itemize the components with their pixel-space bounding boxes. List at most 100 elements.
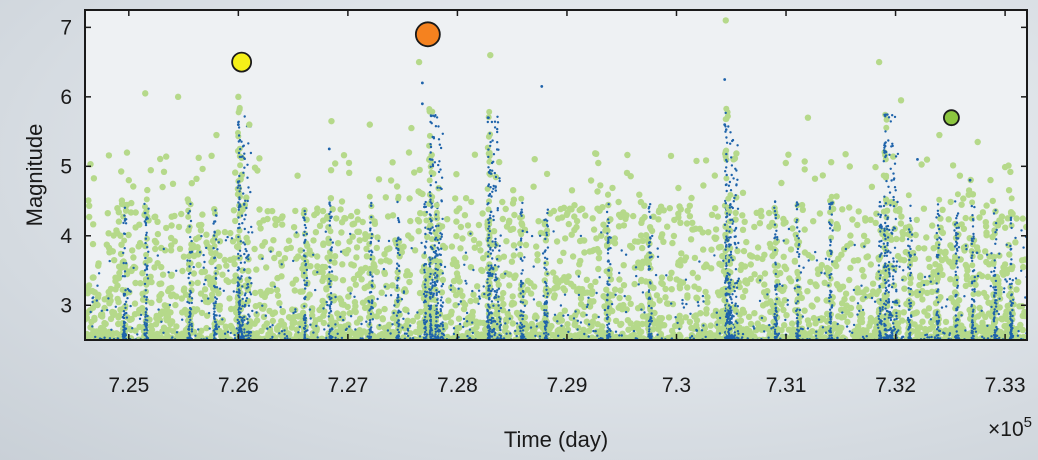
blue-point	[145, 273, 149, 276]
blue-point	[431, 164, 435, 168]
green-point	[778, 301, 785, 308]
blue-point	[487, 284, 490, 288]
green-point	[611, 235, 618, 242]
blue-point	[243, 252, 246, 256]
blue-point	[734, 167, 737, 170]
green-point	[455, 315, 463, 322]
blue-point	[606, 330, 609, 333]
green-point	[253, 311, 260, 318]
blue-point	[489, 172, 492, 175]
green-point	[658, 279, 665, 287]
green-point	[702, 157, 710, 164]
green-point	[962, 214, 969, 222]
green-point	[309, 312, 316, 319]
green-point	[524, 286, 531, 293]
blue-point	[434, 276, 437, 279]
green-point	[256, 206, 263, 213]
green-point	[232, 169, 239, 176]
green-point	[290, 224, 298, 231]
blue-point	[491, 169, 494, 172]
green-point	[195, 222, 203, 229]
blue-point	[545, 223, 549, 227]
green-point	[787, 278, 795, 285]
blue-point	[328, 328, 332, 331]
green-point	[864, 253, 872, 260]
blue-point	[424, 232, 427, 236]
green-point	[261, 323, 268, 330]
blue-point	[520, 323, 524, 326]
blue-point	[496, 141, 499, 144]
green-point	[438, 289, 446, 296]
green-point	[267, 246, 275, 253]
green-point	[550, 294, 558, 301]
blue-point	[213, 284, 216, 288]
blue-point	[369, 227, 372, 230]
green-point	[289, 320, 296, 327]
green-point	[637, 232, 645, 239]
blue-point	[734, 302, 737, 305]
blue-point	[434, 333, 437, 336]
blue-point	[214, 209, 217, 212]
blue-point	[122, 251, 125, 255]
green-point	[598, 232, 605, 239]
blue-point	[369, 312, 373, 316]
green-point	[778, 179, 785, 187]
blue-point	[494, 186, 497, 189]
blue-point	[493, 279, 496, 282]
blue-point	[424, 279, 427, 282]
green-point	[587, 282, 594, 290]
green-point	[765, 209, 773, 217]
green-point	[596, 249, 603, 256]
blue-point	[423, 203, 426, 206]
blue-point	[395, 267, 399, 270]
green-point	[787, 246, 795, 253]
blue-point	[370, 215, 373, 219]
blue-point	[243, 152, 246, 155]
blue-point	[425, 240, 428, 243]
blue-point	[123, 328, 127, 331]
green-point	[363, 253, 371, 260]
blue-point	[434, 324, 437, 327]
green-point	[833, 281, 841, 288]
blue-point	[521, 289, 525, 293]
green-point	[535, 300, 543, 308]
blue-point	[494, 293, 498, 297]
green-point	[755, 323, 763, 331]
blue-point	[733, 235, 736, 238]
blue-point	[437, 125, 440, 128]
blue-point	[243, 328, 246, 331]
blue-point	[144, 211, 147, 215]
blue-point	[239, 277, 242, 280]
green-point	[582, 212, 589, 219]
green-point	[117, 232, 124, 239]
green-point	[375, 176, 383, 183]
blue-point	[328, 277, 331, 281]
blue-point	[236, 281, 239, 284]
green-point	[139, 305, 146, 312]
blue-point	[370, 284, 373, 287]
green-point	[157, 311, 164, 318]
blue-point	[648, 318, 652, 321]
blue-point	[486, 281, 489, 284]
blue-point	[369, 242, 372, 245]
green-point	[849, 216, 856, 223]
blue-point	[122, 261, 125, 265]
blue-point	[546, 272, 549, 275]
green-point	[346, 238, 353, 245]
blue-point	[214, 272, 217, 275]
green-point	[168, 222, 175, 229]
blue-point	[305, 283, 308, 287]
blue-point	[241, 304, 244, 308]
blue-point	[329, 210, 332, 214]
green-point	[403, 306, 410, 314]
green-point	[636, 329, 643, 336]
blue-point	[370, 204, 373, 207]
green-point	[88, 331, 95, 339]
blue-point	[487, 313, 490, 316]
green-point	[860, 242, 867, 249]
blue-point	[303, 259, 307, 263]
blue-point	[396, 284, 399, 287]
green-point	[461, 212, 469, 219]
blue-point	[543, 280, 547, 284]
blue-point	[425, 210, 428, 214]
